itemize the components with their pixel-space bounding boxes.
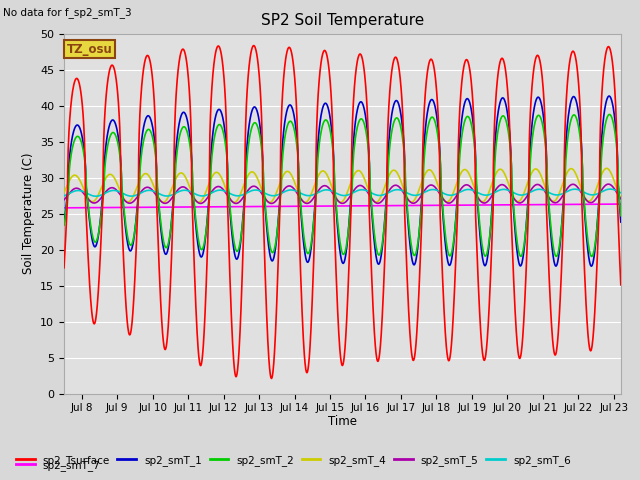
- Text: No data for f_sp2_smT_3: No data for f_sp2_smT_3: [3, 7, 132, 18]
- Legend: sp2_Tsurface, sp2_smT_1, sp2_smT_2, sp2_smT_4, sp2_smT_5, sp2_smT_6: sp2_Tsurface, sp2_smT_1, sp2_smT_2, sp2_…: [12, 451, 575, 470]
- Legend: sp2_smT_7: sp2_smT_7: [12, 456, 105, 475]
- Text: TZ_osu: TZ_osu: [67, 43, 113, 56]
- X-axis label: Time: Time: [328, 415, 357, 428]
- Title: SP2 Soil Temperature: SP2 Soil Temperature: [260, 13, 424, 28]
- Y-axis label: Soil Temperature (C): Soil Temperature (C): [22, 153, 35, 275]
